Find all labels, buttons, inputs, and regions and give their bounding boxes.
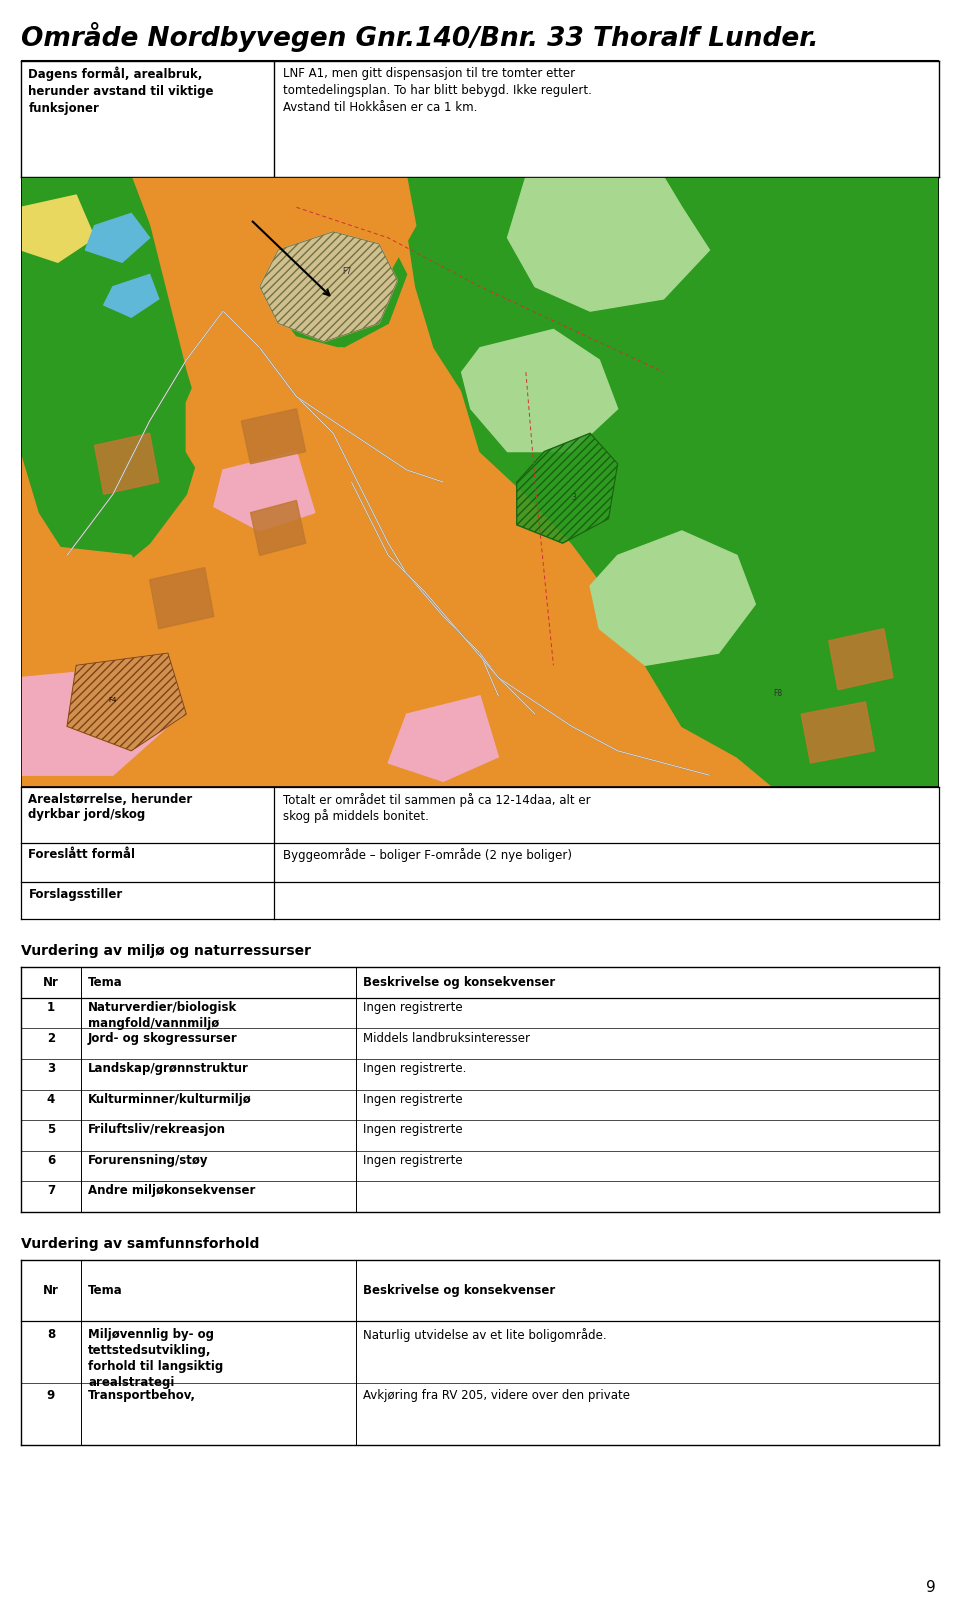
Text: Ingen registrerte: Ingen registrerte <box>364 1154 463 1167</box>
Text: 9: 9 <box>926 1580 936 1596</box>
Polygon shape <box>150 567 214 628</box>
Polygon shape <box>508 177 709 312</box>
Text: Middels landbruksinteresser: Middels landbruksinteresser <box>364 1032 531 1045</box>
Polygon shape <box>21 543 158 714</box>
Polygon shape <box>407 177 939 787</box>
Polygon shape <box>21 177 204 574</box>
Text: 6: 6 <box>47 1154 55 1167</box>
Text: 4: 4 <box>47 1093 55 1106</box>
Text: Totalt er området til sammen på ca 12-14daa, alt er
skog på middels bonitet.: Totalt er området til sammen på ca 12-14… <box>282 792 590 823</box>
Text: Naturlig utvidelse av et lite boligområde.: Naturlig utvidelse av et lite boligområd… <box>364 1327 607 1342</box>
Polygon shape <box>241 408 305 464</box>
Polygon shape <box>260 231 397 342</box>
Text: Landskap/grønnstruktur: Landskap/grønnstruktur <box>88 1062 249 1075</box>
Text: Kulturminner/kulturmiljø: Kulturminner/kulturmiljø <box>88 1093 252 1106</box>
Text: Friluftsliv/rekreasjon: Friluftsliv/rekreasjon <box>88 1123 227 1136</box>
Text: 1: 1 <box>47 1001 55 1014</box>
Polygon shape <box>388 696 498 781</box>
Polygon shape <box>462 329 617 452</box>
Text: Byggeområde – boliger F-område (2 nye boliger): Byggeområde – boliger F-område (2 nye bo… <box>282 848 572 861</box>
Text: 7: 7 <box>47 1184 55 1197</box>
Polygon shape <box>94 434 158 495</box>
Text: Vurdering av miljø og naturressurser: Vurdering av miljø og naturressurser <box>21 945 311 958</box>
Text: 9: 9 <box>47 1388 55 1403</box>
Polygon shape <box>21 665 168 775</box>
Polygon shape <box>269 225 407 347</box>
Polygon shape <box>104 275 158 317</box>
Text: Beskrivelse og konsekvenser: Beskrivelse og konsekvenser <box>364 975 556 990</box>
Text: 5: 5 <box>47 1123 55 1136</box>
Text: Andre miljøkonsekvenser: Andre miljøkonsekvenser <box>88 1184 255 1197</box>
Text: F7: F7 <box>343 267 351 276</box>
Polygon shape <box>516 434 617 543</box>
Text: Vurdering av samfunnsforhold: Vurdering av samfunnsforhold <box>21 1237 259 1250</box>
Polygon shape <box>251 500 305 556</box>
Text: Dagens formål, arealbruk,
herunder avstand til viktige
funksjoner: Dagens formål, arealbruk, herunder avsta… <box>29 67 214 116</box>
Text: Forslagsstiller: Forslagsstiller <box>29 887 123 900</box>
Text: Ingen registrerte: Ingen registrerte <box>364 1001 463 1014</box>
Text: 2: 2 <box>47 1032 55 1045</box>
Text: Avkjøring fra RV 205, videre over den private: Avkjøring fra RV 205, videre over den pr… <box>364 1388 631 1403</box>
Text: Foreslått formål: Foreslått formål <box>29 848 135 861</box>
Text: Naturverdier/biologisk
mangfold/vannmiljø: Naturverdier/biologisk mangfold/vannmilj… <box>88 1001 237 1030</box>
Text: Miljøvennlig by- og
tettstedsutvikling,
forhold til langsiktig
arealstrategi: Miljøvennlig by- og tettstedsutvikling, … <box>88 1327 224 1388</box>
Text: Beskrivelse og konsekvenser: Beskrivelse og konsekvenser <box>364 1284 556 1297</box>
Polygon shape <box>85 214 150 262</box>
Polygon shape <box>828 628 893 689</box>
Text: F4: F4 <box>108 697 117 702</box>
Text: Arealstørrelse, herunder
dyrkbar jord/skog: Arealstørrelse, herunder dyrkbar jord/sk… <box>29 792 193 821</box>
Text: Transportbehov,: Transportbehov, <box>88 1388 196 1403</box>
Text: Forurensning/støy: Forurensning/støy <box>88 1154 208 1167</box>
Text: 3: 3 <box>47 1062 55 1075</box>
Polygon shape <box>186 530 462 739</box>
Polygon shape <box>186 347 434 543</box>
Polygon shape <box>802 702 875 763</box>
Polygon shape <box>590 530 756 665</box>
Text: 3: 3 <box>572 493 577 503</box>
Text: Nr: Nr <box>43 975 59 990</box>
Polygon shape <box>21 194 94 262</box>
Polygon shape <box>67 652 186 750</box>
Polygon shape <box>214 452 315 530</box>
Text: Tema: Tema <box>88 1284 123 1297</box>
Text: F8: F8 <box>774 689 782 697</box>
Text: Område Nordbyvegen Gnr.140/Bnr. 33 Thoralf Lunder.: Område Nordbyvegen Gnr.140/Bnr. 33 Thora… <box>21 22 819 51</box>
Polygon shape <box>204 177 416 312</box>
Text: Jord- og skogressurser: Jord- og skogressurser <box>88 1032 238 1045</box>
Text: LNF A1, men gitt dispensasjon til tre tomter etter
tomtedelingsplan. To har blit: LNF A1, men gitt dispensasjon til tre to… <box>282 67 591 114</box>
Text: Ingen registrerte.: Ingen registrerte. <box>364 1062 467 1075</box>
Text: Ingen registrerte: Ingen registrerte <box>364 1093 463 1106</box>
Text: Ingen registrerte: Ingen registrerte <box>364 1123 463 1136</box>
Text: 8: 8 <box>47 1327 55 1340</box>
Text: Tema: Tema <box>88 975 123 990</box>
Text: Nr: Nr <box>43 1284 59 1297</box>
